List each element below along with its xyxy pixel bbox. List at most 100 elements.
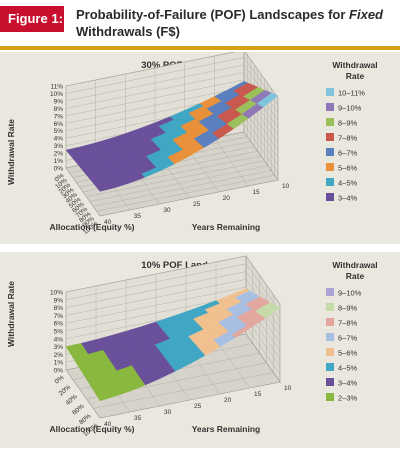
legend-label: 5–6%: [338, 164, 358, 173]
y-tick-label: 20: [224, 397, 232, 404]
legend-swatch: [326, 303, 334, 311]
z-tick-label: 3%: [54, 344, 64, 351]
z-tick-label: 9%: [54, 98, 64, 105]
y-tick-label: 25: [193, 201, 201, 208]
legend-label: 8–9%: [338, 304, 358, 313]
legend-label: 10–11%: [338, 89, 365, 98]
y-tick-label: 10: [282, 183, 290, 190]
legend-swatch: [326, 88, 334, 96]
z-tick-label: 4%: [54, 136, 64, 143]
y-tick-label: 30: [164, 409, 172, 416]
legend-swatch: [326, 178, 334, 186]
y-tick-label: 40: [104, 421, 112, 428]
legend-swatch: [326, 393, 334, 401]
x-gridline: [89, 83, 268, 202]
legend-title-line1: Withdrawal: [332, 260, 377, 270]
y-tick-label: 10: [284, 385, 292, 392]
z-tick-label: 6%: [54, 321, 64, 328]
surface-cell: [65, 146, 85, 155]
legend-label: 5–6%: [338, 349, 358, 358]
z-tick-label: 8%: [54, 106, 64, 113]
figure-title-suffix: Withdrawals (F$): [76, 24, 180, 39]
z-tick-label: 10%: [50, 290, 63, 297]
legend-label: 9–10%: [338, 104, 362, 113]
panel-divider: [0, 244, 400, 252]
y-tick-label: 25: [194, 403, 202, 410]
x-gridline: [96, 93, 275, 212]
surface-chart-30: 30% POF Landscape0%1%2%3%4%5%6%7%8%9%10%…: [6, 49, 378, 236]
legend-swatch: [326, 288, 334, 296]
z-tick-label: 9%: [54, 297, 64, 304]
legend-swatch: [326, 318, 334, 326]
surface-cell: [65, 343, 85, 353]
figure-header: Figure 1: Probability-of-Failure (POF) L…: [0, 0, 400, 52]
z-tick-label: 1%: [54, 158, 64, 165]
legend-swatch: [326, 103, 334, 111]
x-tick-label: 0%: [54, 172, 66, 184]
z-tick-label: 8%: [54, 305, 64, 312]
legend-label: 7–8%: [338, 134, 358, 143]
figure-tag: Figure 1:: [0, 6, 64, 32]
y-tick-label: 30: [163, 207, 171, 214]
chart-panel-10: 10% POF Landscape 0% 1% 2% 3% 4% 5% 6% 7% 8% 9% 10%…: [0, 252, 400, 444]
z-tick-label: 2%: [54, 352, 64, 359]
legend-swatch: [326, 193, 334, 201]
figure-title: Probability-of-Failure (POF) Landscapes …: [76, 6, 392, 40]
z-tick-label: 7%: [54, 313, 64, 320]
header-rule: [0, 46, 400, 50]
legend-swatch: [326, 118, 334, 126]
legend-title-line1: Withdrawal: [332, 60, 377, 70]
y-tick-label: 15: [254, 391, 262, 398]
y-tick-label: 15: [252, 189, 260, 196]
z-tick-label: 5%: [54, 128, 64, 135]
z-tick-label: 2%: [54, 151, 64, 158]
y-tick-label: 35: [134, 213, 142, 220]
legend-label: 9–10%: [338, 289, 362, 298]
x-tick-label: 40%: [64, 393, 79, 407]
chart-panel-30: 30% POF Landscape0%1%2%3%4%5%6%7%8%9%10%…: [0, 49, 400, 244]
legend-label: 3–4%: [338, 379, 358, 388]
z-tick-label: 3%: [54, 143, 64, 150]
legend-swatch: [326, 378, 334, 386]
x-axis-label: Allocation (Equity %): [50, 424, 135, 434]
legend-swatch: [326, 333, 334, 341]
x-gridline: [93, 88, 272, 207]
legend-label: 8–9%: [338, 119, 358, 128]
x-tick-label: 20%: [58, 384, 73, 398]
legend-title-line2: Rate: [346, 271, 365, 281]
chart-title: 10% POF Landscape: [141, 260, 234, 271]
z-tick-label: 0%: [54, 166, 64, 173]
x-gridline: [93, 294, 274, 409]
y-axis-label: Years Remaining: [192, 424, 261, 434]
legend-label: 2–3%: [338, 394, 358, 403]
surface-chart-10: 10% POF Landscape0%1%2%3%4%5%6%7%8%9%10%…: [6, 255, 378, 438]
z-tick-label: 0%: [54, 368, 64, 375]
legend-swatch: [326, 163, 334, 171]
y-tick-label: 35: [134, 415, 142, 422]
z-tick-label: 4%: [54, 336, 64, 343]
legend-label: 7–8%: [338, 319, 358, 328]
z-tick-label: 10%: [50, 91, 63, 98]
legend-swatch: [326, 363, 334, 371]
x-axis-label: Allocation (Equity %): [50, 222, 135, 232]
figure-title-prefix: Probability-of-Failure (POF) Landscapes …: [76, 7, 346, 22]
legend-label: 6–7%: [338, 334, 358, 343]
y-tick-label: 40: [104, 219, 112, 226]
y-axis-label: Years Remaining: [192, 222, 261, 232]
z-axis-label: Withdrawal Rate: [6, 281, 16, 347]
x-tick-label: 0%: [54, 374, 66, 386]
z-tick-label: 7%: [54, 113, 64, 120]
z-tick-label: 1%: [54, 360, 64, 367]
legend-swatch: [326, 133, 334, 141]
z-tick-label: 11%: [50, 84, 63, 91]
legend-label: 4–5%: [338, 364, 358, 373]
legend-label: 4–5%: [338, 179, 358, 188]
legend-title-line2: Rate: [346, 71, 365, 81]
legend-swatch: [326, 148, 334, 156]
legend-label: 3–4%: [338, 194, 358, 203]
x-tick-label: 60%: [71, 403, 86, 417]
z-tick-label: 5%: [54, 329, 64, 336]
y-tick-label: 20: [223, 195, 231, 202]
z-axis-label: Withdrawal Rate: [6, 119, 16, 185]
